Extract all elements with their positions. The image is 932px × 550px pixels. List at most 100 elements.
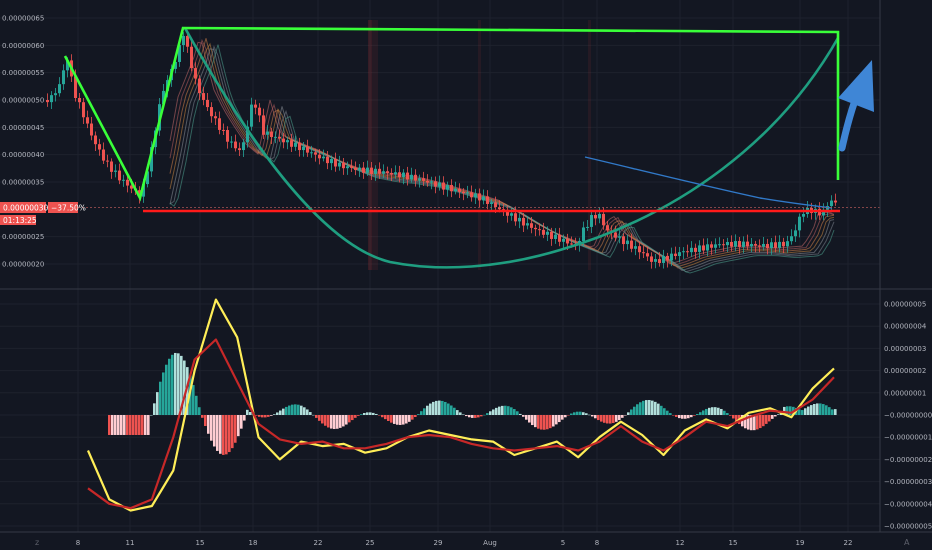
oscillator-axis[interactable]: 0.00000005 0.00000004 0.00000003 0.00000002…	[884, 301, 932, 531]
trend-sell-signals	[368, 20, 591, 270]
histogram-bar	[309, 412, 312, 415]
candle	[394, 172, 397, 175]
histogram-bar	[489, 411, 492, 415]
histogram-bar	[243, 415, 246, 421]
time-tick-label: 19	[796, 539, 805, 547]
histogram-bar	[111, 415, 114, 435]
histogram-bar	[567, 415, 570, 416]
candle	[570, 243, 573, 245]
histogram-bar	[480, 415, 483, 417]
candle	[718, 244, 721, 246]
histogram-bar	[759, 415, 762, 429]
candle	[442, 182, 445, 190]
candle	[74, 76, 77, 98]
candle	[750, 243, 753, 247]
histogram-bar	[444, 401, 447, 415]
histogram-bar	[729, 415, 732, 416]
histogram-bar	[708, 407, 711, 415]
histogram-bar	[429, 403, 432, 415]
candle	[674, 253, 677, 256]
candle	[262, 115, 265, 135]
oscillator-tick-label: −0.00000000	[884, 412, 932, 420]
histogram-bar	[273, 414, 276, 415]
histogram-bar	[420, 411, 423, 415]
histogram-bar	[618, 415, 621, 421]
candle	[194, 68, 197, 79]
histogram-bar	[753, 415, 756, 431]
up-arrow-icon	[838, 60, 874, 152]
histogram-bar	[654, 401, 657, 415]
oscillator-tick-label: −0.00000002	[884, 456, 932, 464]
oscillator-tick-label: 0.00000004	[884, 323, 927, 331]
histogram-bar	[381, 415, 384, 418]
histogram-bar	[681, 415, 684, 419]
oscillator-pane[interactable]	[86, 298, 837, 512]
percent-tag: −37.50%	[48, 202, 86, 213]
candle	[582, 227, 585, 241]
candle	[462, 191, 465, 194]
long-moving-average	[584, 156, 833, 209]
candle	[378, 168, 381, 174]
histogram-bar	[756, 415, 759, 430]
histogram-bar	[417, 414, 420, 415]
histogram-bar	[492, 409, 495, 415]
candle	[430, 181, 433, 183]
candle	[190, 46, 193, 69]
histogram-bar	[831, 409, 834, 415]
candle	[302, 146, 305, 151]
price-tick-label: 0.00000025	[2, 233, 44, 241]
histogram-bar	[591, 415, 594, 417]
histogram-bar	[720, 408, 723, 415]
candle	[146, 171, 149, 185]
histogram-bar	[702, 410, 705, 415]
histogram-bar	[570, 413, 573, 415]
histogram-bar	[438, 400, 441, 415]
price-axis[interactable]: 0.00000065 0.00000060 0.00000055 0.00000050…	[2, 15, 44, 269]
histogram-bar	[198, 407, 201, 415]
histogram-bar	[387, 415, 390, 421]
scroll-left-icon[interactable]: z	[35, 538, 39, 547]
candle	[118, 170, 121, 181]
histogram-bar	[315, 415, 318, 418]
time-tick-label: 11	[126, 539, 135, 547]
histogram-bar	[675, 415, 678, 417]
histogram-bar	[576, 411, 579, 415]
histogram-bar	[828, 407, 831, 415]
price-pane[interactable]	[46, 20, 880, 274]
oscillator-lines	[86, 298, 835, 512]
countdown-tag: 01:13:25	[0, 215, 37, 225]
histogram-bar	[819, 403, 822, 415]
candle	[78, 97, 81, 103]
price-tag: 0.00000030	[0, 202, 49, 213]
histogram-bar	[303, 407, 306, 415]
histogram-bar	[711, 407, 714, 415]
candle	[54, 93, 57, 96]
candle	[426, 180, 429, 183]
histogram-bar	[210, 415, 213, 441]
candle	[454, 188, 457, 192]
histogram-bar	[696, 414, 699, 415]
candle	[206, 99, 209, 108]
candle	[250, 104, 253, 127]
candle	[82, 102, 85, 118]
candle	[482, 196, 485, 201]
histogram-bar	[261, 415, 264, 418]
histogram-bar	[264, 415, 267, 418]
histogram-bar	[117, 415, 120, 435]
auto-scale-icon[interactable]: A	[904, 538, 910, 547]
histogram-bar	[186, 367, 189, 415]
histogram-bar	[606, 415, 609, 424]
time-axis[interactable]: 8 11 15 18 22 25 29 Aug 5 8 12 15 19 22	[76, 539, 853, 547]
histogram-bar	[357, 415, 360, 416]
countdown-value: 01:13:25	[3, 216, 37, 225]
candle	[682, 251, 685, 253]
candle	[110, 161, 113, 172]
candle	[538, 229, 541, 231]
histogram-bar	[231, 415, 234, 449]
oscillator-tick-label: −0.00000001	[884, 434, 932, 442]
candle	[542, 229, 545, 235]
oscillator-tick-label: −0.00000005	[884, 523, 932, 531]
histogram-bar	[120, 415, 123, 435]
histogram-bar	[657, 403, 660, 415]
